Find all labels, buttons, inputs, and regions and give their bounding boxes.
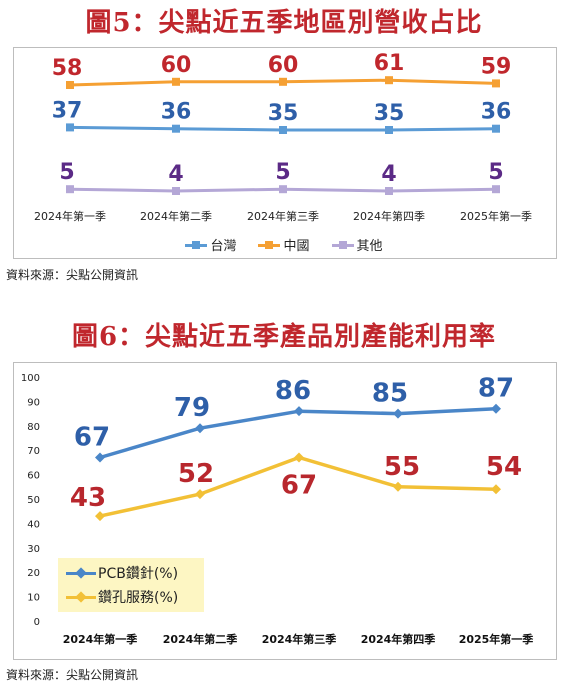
chart2-data-label-1-4: 54: [486, 452, 522, 482]
chart1-point-1-2: [279, 77, 287, 86]
chart2-legend-item-0: PCB鑽針(%): [66, 563, 178, 583]
chart1-point-1-1: [172, 77, 180, 86]
chart2-data-label-1-1: 52: [178, 459, 214, 489]
chart2-y-tick-1: 10: [27, 593, 40, 604]
chart2-point-1-3: [393, 481, 403, 492]
legend-marker-icon: [66, 566, 96, 580]
chart1-data-label-0-1: 36: [161, 100, 192, 125]
chart2-source: 資料來源：尖點公開資訊: [6, 668, 139, 682]
chart1-point-2-4: [492, 185, 500, 194]
chart2-legend-item-1: 鑽孔服務(%): [66, 587, 178, 607]
chart2-data-label-1-2: 67: [281, 471, 317, 501]
chart1-legend: 台灣 中國 其他: [0, 235, 568, 254]
chart2-point-0-2: [294, 406, 304, 417]
chart2-y-tick-0: 0: [34, 617, 40, 628]
chart2-point-0-1: [195, 423, 205, 434]
chart1-data-label-1-3: 61: [374, 51, 405, 76]
chart2-data-label-0-0: 67: [74, 423, 110, 453]
chart2-y-tick-4: 40: [27, 519, 40, 530]
chart1-point-1-0: [66, 81, 74, 89]
chart1-point-0-1: [172, 124, 180, 133]
chart1-point-0-3: [385, 126, 393, 134]
chart2-point-0-3: [393, 408, 403, 419]
chart1-data-label-2-2: 5: [275, 160, 290, 185]
chart1-data-label-0-4: 36: [481, 100, 512, 125]
chart1-legend-item-1: 中國: [258, 235, 310, 254]
chart1-point-2-3: [385, 187, 393, 195]
chart2-point-0-0: [95, 452, 105, 463]
chart2-legend-label-0: PCB鑽針(%): [98, 566, 179, 582]
chart2-x-tick-1: 2024年第二季: [163, 632, 239, 646]
chart1-legend-label-0: 台灣: [210, 239, 237, 254]
chart2-x-tick-3: 2024年第四季: [361, 632, 437, 646]
chart2-point-1-0: [95, 511, 105, 522]
chart1-legend-item-2: 其他: [331, 235, 383, 254]
chart1-legend-item-0: 台灣: [185, 235, 236, 254]
chart1-point-0-2: [279, 126, 287, 134]
chart1-x-tick-3: 2024年第四季: [353, 209, 425, 223]
chart1-source: 資料來源：尖點公開資訊: [6, 268, 139, 282]
chart1-point-0-4: [492, 124, 500, 133]
chart1-point-1-3: [385, 76, 393, 85]
chart2-point-1-4: [491, 484, 501, 495]
chart2-y-tick-9: 90: [27, 397, 40, 408]
chart1-data-label-2-3: 4: [381, 162, 396, 187]
chart1-data-label-2-0: 5: [59, 160, 74, 185]
chart1-point-2-1: [172, 187, 180, 195]
chart2-data-label-0-3: 85: [372, 379, 408, 409]
chart2-legend: PCB鑽針(%) 鑽孔服務(%): [58, 558, 204, 612]
chart1-data-label-0-0: 37: [52, 98, 83, 123]
chart2-x-tick-0: 2024年第一季: [63, 632, 139, 646]
chart2-data-label-1-0: 43: [70, 483, 106, 513]
chart1-point-2-0: [66, 185, 74, 194]
chart1-data-label-0-3: 35: [374, 101, 405, 126]
chart1-data-label-0-2: 35: [268, 101, 299, 126]
chart1-point-2-2: [279, 185, 287, 194]
chart2-data-label-1-3: 55: [384, 452, 420, 482]
chart2-point-1-1: [195, 489, 205, 500]
legend-marker-icon: [185, 240, 208, 250]
chart2-title: 圖6：尖點近五季產品別產能利用率: [71, 322, 497, 352]
chart1-x-tick-0: 2024年第一季: [34, 209, 106, 223]
chart2-y-tick-7: 70: [27, 446, 40, 457]
chart1-legend-label-1: 中國: [283, 239, 310, 254]
chart1-x-tick-2: 2024年第三季: [247, 209, 319, 223]
chart1-point-0-0: [66, 123, 74, 132]
chart2-y-tick-3: 30: [27, 544, 40, 555]
chart1-data-label-1-1: 60: [161, 53, 192, 78]
chart2-data-label-0-1: 79: [174, 393, 210, 423]
chart1-data-label-1-0: 58: [52, 56, 83, 81]
chart2-x-tick-2: 2024年第三季: [262, 632, 338, 646]
chart2-y-tick-2: 20: [27, 568, 40, 579]
chart1-data-label-1-4: 59: [481, 54, 512, 79]
chart1-point-1-4: [492, 79, 500, 88]
chart1-data-label-1-2: 60: [268, 53, 299, 78]
chart2-y-tick-10: 100: [21, 373, 40, 384]
chart2-y-tick-8: 80: [27, 422, 40, 433]
chart2-y-tick-6: 60: [27, 471, 40, 482]
legend-marker-icon: [258, 240, 281, 250]
chart2-data-label-0-4: 87: [478, 374, 514, 404]
chart1-title: 圖5：尖點近五季地區別營收占比: [85, 8, 483, 38]
chart1-x-tick-4: 2025年第一季: [460, 209, 532, 223]
chart1-data-label-2-1: 4: [168, 162, 183, 187]
chart2-y-tick-5: 50: [27, 495, 40, 506]
chart2-point-0-4: [491, 403, 501, 414]
chart2-legend-label-1: 鑽孔服務(%): [98, 590, 179, 606]
chart2-data-label-0-2: 86: [275, 376, 311, 406]
legend-marker-icon: [331, 240, 354, 250]
chart2-series-line-0: [99, 406, 497, 460]
legend-marker-icon: [66, 590, 96, 604]
chart1-legend-label-2: 其他: [356, 239, 383, 254]
chart2-point-1-2: [294, 452, 304, 463]
chart2-x-tick-4: 2025年第一季: [459, 632, 535, 646]
chart1-x-tick-1: 2024年第二季: [140, 209, 212, 223]
chart1-data-label-2-4: 5: [488, 160, 503, 185]
